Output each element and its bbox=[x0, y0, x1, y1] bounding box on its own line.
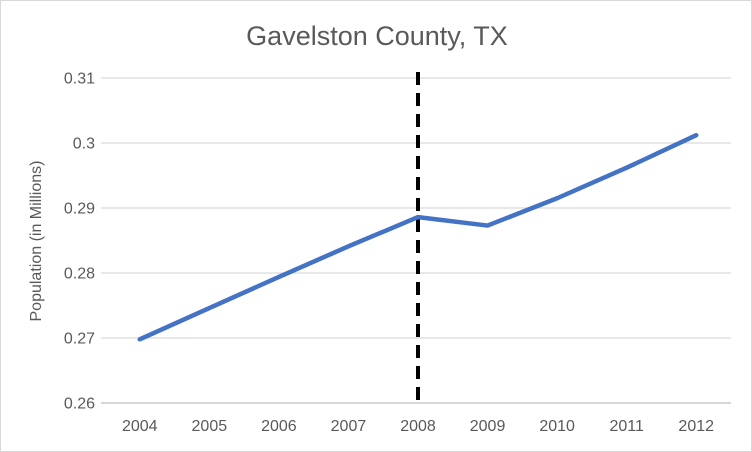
x-tick-label: 2011 bbox=[609, 418, 644, 435]
y-tick-label: 0.31 bbox=[64, 71, 95, 88]
x-tick-label: 2009 bbox=[470, 418, 506, 435]
series-line bbox=[137, 132, 699, 342]
y-tick-label: 0.26 bbox=[64, 396, 95, 413]
y-tick-label: 0.3 bbox=[73, 136, 95, 153]
y-axis-title: Population (in Millions) bbox=[28, 161, 45, 322]
x-tick-label: 2012 bbox=[678, 418, 714, 435]
x-tick-label: 2005 bbox=[192, 418, 228, 435]
y-tick-labels: 0.26 0.27 0.28 0.29 0.3 0.31 bbox=[64, 71, 95, 413]
series bbox=[137, 132, 699, 342]
x-tick-label: 2008 bbox=[400, 418, 436, 435]
y-tick-label: 0.29 bbox=[64, 201, 95, 218]
y-tick-label: 0.28 bbox=[64, 266, 95, 283]
x-tick-label: 2006 bbox=[261, 418, 297, 435]
x-tick-labels: 2004 2005 2006 2007 2008 2009 2010 2011 2012 bbox=[122, 418, 714, 435]
chart-title: Gavelston County, TX bbox=[246, 21, 508, 51]
y-tick-label: 0.27 bbox=[64, 331, 95, 348]
x-tick-label: 2007 bbox=[331, 418, 367, 435]
x-tick-label: 2010 bbox=[539, 418, 575, 435]
x-tick-label: 2004 bbox=[122, 418, 158, 435]
